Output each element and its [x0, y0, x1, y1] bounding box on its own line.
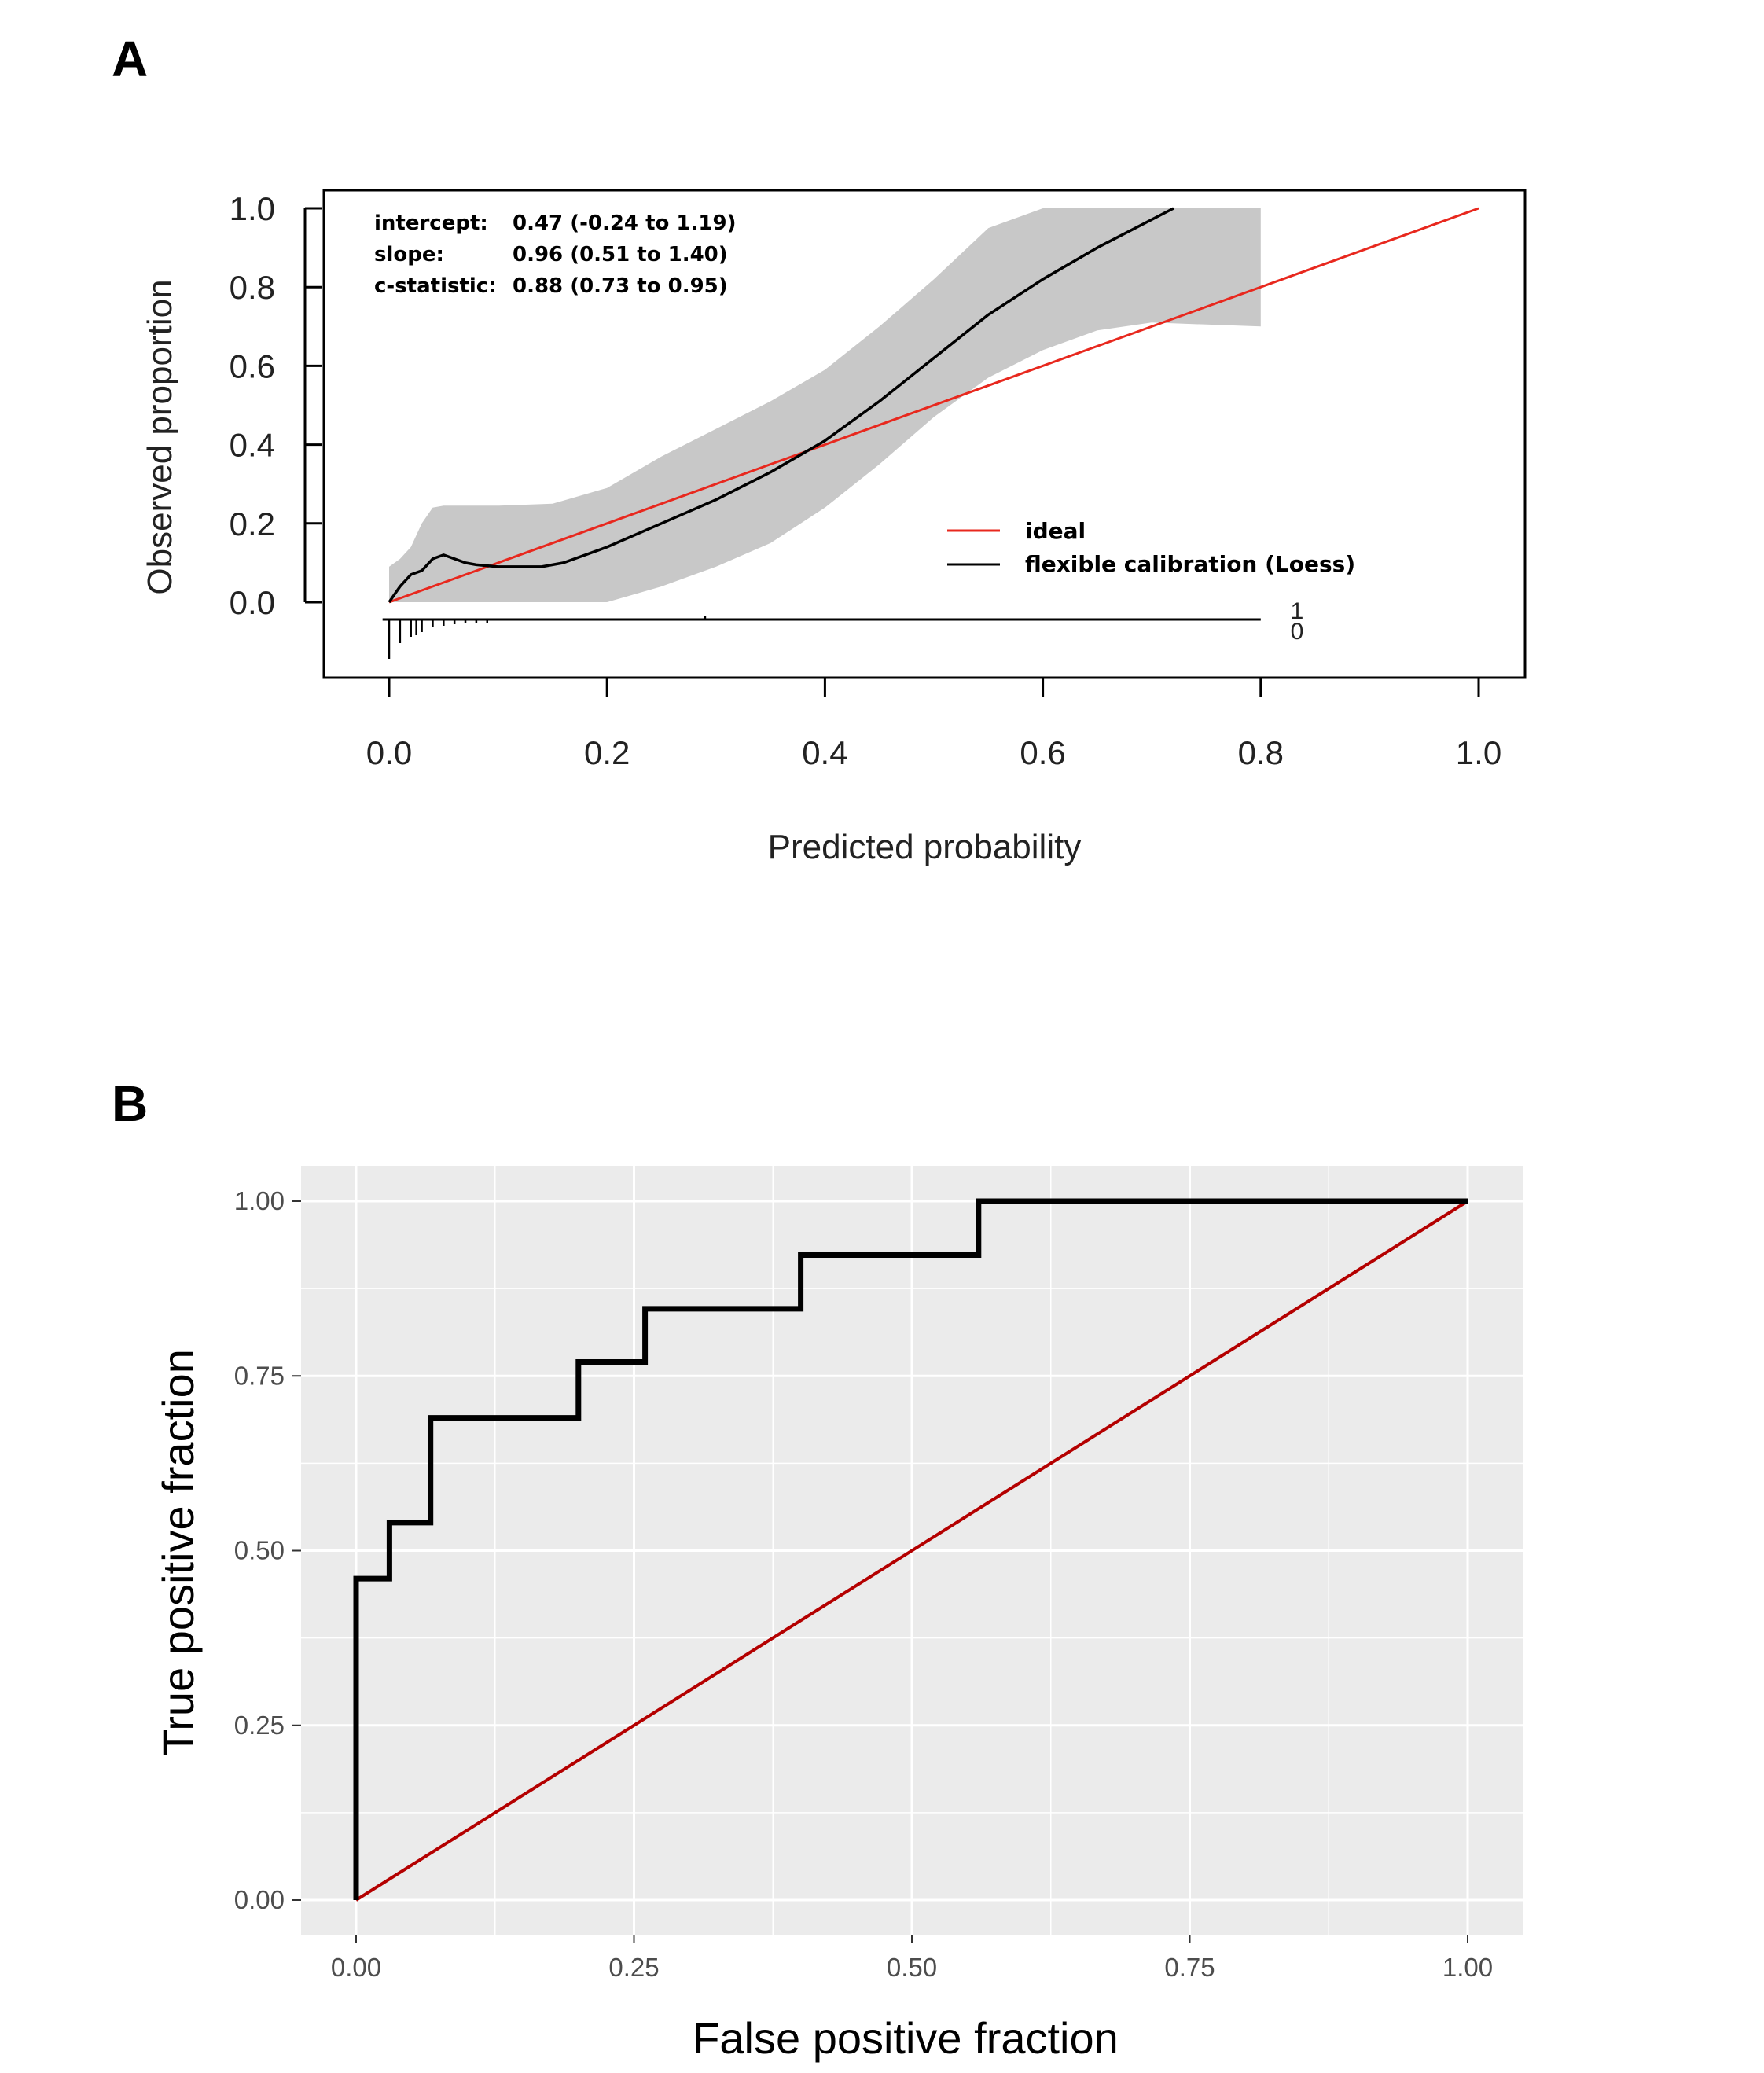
- y-tick-label-a: 0.2: [230, 505, 275, 542]
- roc-chart: 0.00 0.25 0.50 0.75 1.00 0.00 0.25 0.50 0.75 1.0…: [153, 1166, 1523, 2063]
- stat-label: slope:: [374, 243, 444, 266]
- stat-label: c-statistic:: [374, 274, 497, 298]
- y-tick-label-b: 0.00: [234, 1885, 285, 1914]
- loess-line: [388, 207, 1174, 603]
- rug-label-event: 1: [1291, 598, 1304, 624]
- roc-curve: [353, 1198, 1468, 1900]
- x-tick-label-a: 0.6: [1020, 734, 1065, 771]
- rug-group: 10: [382, 598, 1304, 659]
- y-tick-label-a: 1.0: [230, 190, 275, 227]
- loess-line-group: [388, 207, 1174, 603]
- stat-label: intercept:: [374, 211, 488, 235]
- ideal-line-group: [388, 207, 1479, 604]
- y-tick-label-b: 1.00: [234, 1186, 285, 1215]
- legend-label-ideal: ideal: [1025, 518, 1086, 544]
- rug-label-nonevent: 0: [1291, 619, 1304, 645]
- stat-value: 0.47 (-0.24 to 1.19): [513, 211, 736, 235]
- diagonal-line: [355, 1200, 1469, 1902]
- diagonal-line-group: [355, 1200, 1469, 1902]
- stat-value: 0.96 (0.51 to 1.40): [513, 243, 728, 266]
- panel-label-a: A: [112, 31, 148, 87]
- roc-curve-group: [353, 1198, 1468, 1900]
- x-tick-label-b: 0.75: [1164, 1953, 1215, 1982]
- x-axis-b: 0.00 0.25 0.50 0.75 1.00: [331, 1935, 1493, 1982]
- x-tick-label-b: 0.00: [331, 1953, 381, 1982]
- ideal-line: [388, 207, 1479, 604]
- confidence-band: [389, 208, 1261, 602]
- y-tick-label-b: 0.50: [234, 1536, 285, 1565]
- y-tick-label-a: 0.6: [230, 347, 275, 384]
- x-tick-label-b: 1.00: [1442, 1953, 1493, 1982]
- x-tick-label-a: 0.4: [802, 734, 847, 771]
- calibration-chart: 10 0.0 0.2 0.4 0.6 0.8 1.0 0.0 0.2 0.4 0.6 0.8 1.0…: [141, 189, 1527, 866]
- x-tick-label-b: 0.25: [608, 1953, 659, 1982]
- x-axis-title-a: Predicted probability: [768, 828, 1082, 866]
- stats-annotation: intercept: 0.47 (-0.24 to 1.19) slope: 0.96…: [374, 211, 736, 298]
- x-tick-label-b: 0.50: [887, 1953, 937, 1982]
- y-tick-label-a: 0.4: [230, 427, 275, 464]
- y-axis-b: 0.00 0.25 0.50 0.75 1.00: [234, 1186, 301, 1914]
- legend-a: ideal flexible calibration (Loess): [947, 518, 1355, 577]
- stat-value: 0.88 (0.73 to 0.95): [513, 274, 728, 298]
- y-axis-a: 0.0 0.2 0.4 0.6 0.8 1.0: [230, 190, 322, 621]
- y-tick-label-b: 0.25: [234, 1711, 285, 1740]
- roc-gridlines: [301, 1166, 1523, 1935]
- x-tick-label-a: 0.2: [584, 734, 630, 771]
- panel-label-b: B: [112, 1075, 148, 1132]
- x-tick-label-a: 0.0: [366, 734, 412, 771]
- y-axis-title-a: Observed proportion: [141, 279, 179, 594]
- y-axis-title-b: True positive fraction: [153, 1349, 203, 1756]
- confidence-band-group: [389, 208, 1261, 602]
- calibration-plot-frame: [322, 189, 1527, 679]
- x-tick-label-a: 0.8: [1238, 734, 1284, 771]
- x-axis-a: 0.0 0.2 0.4 0.6 0.8 1.0: [366, 676, 1501, 771]
- y-tick-label-a: 0.8: [230, 269, 275, 306]
- y-tick-label-a: 0.0: [230, 584, 275, 621]
- x-axis-title-b: False positive fraction: [693, 2013, 1119, 2063]
- y-tick-label-b: 0.75: [234, 1361, 285, 1390]
- legend-label-loess: flexible calibration (Loess): [1025, 551, 1355, 577]
- x-tick-label-a: 1.0: [1456, 734, 1501, 771]
